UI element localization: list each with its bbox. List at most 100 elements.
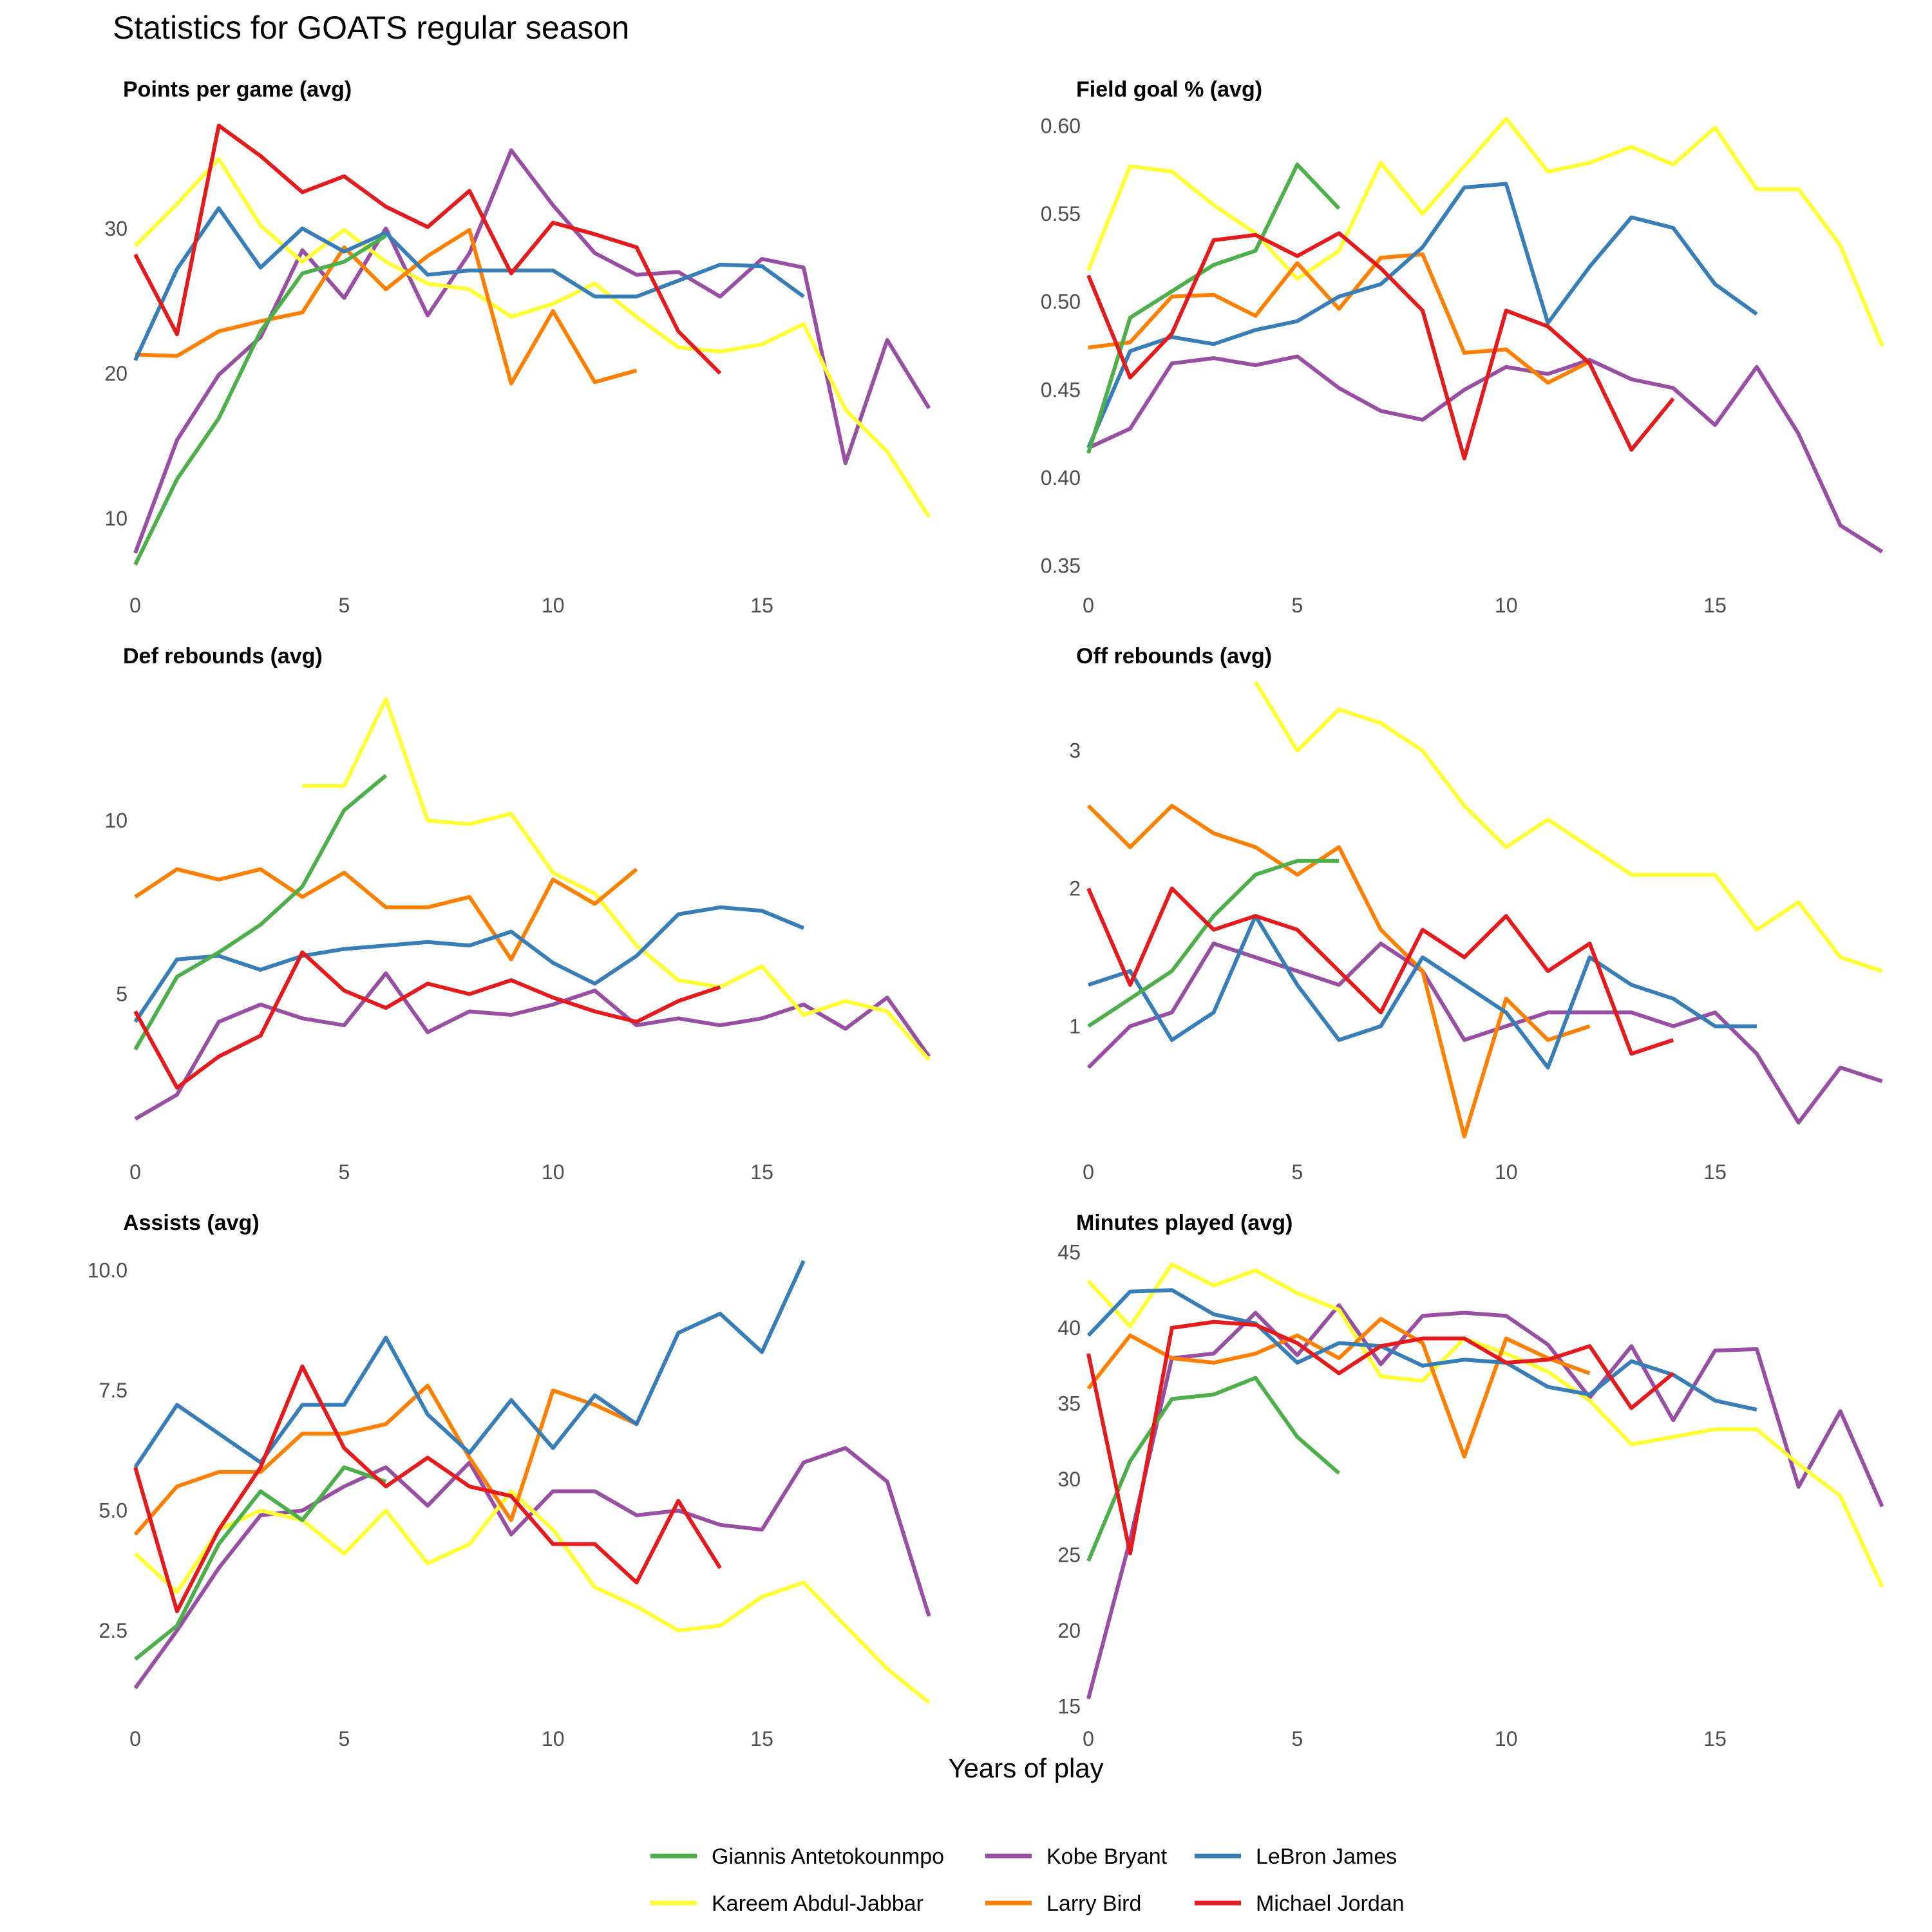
series-line-lebron-james [1086, 182, 1758, 449]
series-line-larry-bird [1086, 1316, 1591, 1459]
x-tick-label: 15 [750, 594, 773, 617]
series-line-kobe-bryant [133, 1446, 931, 1690]
x-tick-label: 0 [1083, 1727, 1094, 1750]
legend-label: Larry Bird [1046, 1891, 1141, 1916]
panel-title: Off rebounds (avg) [1076, 644, 1272, 668]
series-line-michael-jordan [1086, 1320, 1675, 1556]
series-line-kareem-abdul-jabbar [1086, 117, 1884, 347]
x-tick-label: 15 [1703, 1727, 1727, 1750]
series-line-kobe-bryant [134, 971, 931, 1121]
legend-label: Michael Jordan [1256, 1891, 1405, 1916]
legend-label: Kareem Abdul-Jabbar [712, 1891, 923, 1916]
series-line-kareem-abdul-jabbar [1253, 681, 1883, 973]
y-tick-label: 40 [1057, 1316, 1081, 1340]
panel-minutes-played: Minutes played (avg) 0 5 10 15 15 20 25 30 35 40 4… [1057, 1211, 1884, 1750]
y-tick-label: 35 [1057, 1392, 1081, 1415]
y-tick-label: 5 [116, 983, 128, 1006]
x-tick-label: 15 [750, 1160, 773, 1184]
x-tick-label: 10 [1495, 1160, 1518, 1184]
x-tick-label: 10 [542, 1160, 565, 1184]
series-line-kareem-abdul-jabbar [133, 1489, 931, 1704]
x-tick-label: 10 [1495, 594, 1518, 617]
panel-off-rebounds: Off rebounds (avg) 0 5 10 15 1 2 3 [1069, 644, 1883, 1184]
y-tick-label: 3 [1069, 739, 1081, 762]
series-line-larry-bird [133, 1383, 638, 1536]
x-tick-label: 0 [1083, 594, 1094, 617]
y-tick-label: 30 [1057, 1468, 1081, 1491]
panel-assists: Assists (avg) 0 5 10 15 2.5 5.0 7.5 10.0 [88, 1211, 931, 1750]
x-tick-label: 15 [750, 1727, 773, 1750]
y-tick-label: 20 [1057, 1619, 1081, 1642]
series-line-kobe-bryant [1086, 942, 1883, 1125]
y-tick-label: 0.55 [1041, 202, 1081, 225]
series-line-giannis-antetokounmpo [1087, 858, 1340, 1028]
y-tick-label: 30 [104, 217, 128, 240]
x-tick-label: 0 [129, 1727, 141, 1750]
legend-label: LeBron James [1256, 1844, 1397, 1869]
series-line-giannis-antetokounmpo [134, 1465, 387, 1661]
series-line-michael-jordan [133, 950, 721, 1090]
x-tick-label: 5 [338, 594, 350, 617]
y-tick-label: 0.45 [1041, 378, 1081, 401]
x-tick-label: 5 [1291, 1727, 1303, 1750]
series-line-michael-jordan [1086, 886, 1674, 1056]
x-tick-label: 15 [1703, 594, 1727, 617]
x-axis-label: Years of play [948, 1753, 1103, 1783]
figure-title: Statistics for GOATS regular season [113, 10, 629, 46]
series-line-lebron-james [1088, 914, 1757, 1070]
series-line-michael-jordan [133, 1364, 722, 1613]
y-tick-label: 0.50 [1041, 290, 1081, 314]
y-tick-label: 25 [1057, 1544, 1081, 1567]
x-tick-label: 0 [129, 1160, 141, 1184]
y-tick-label: 10.0 [88, 1259, 128, 1282]
legend-item-kobe-bryant: Kobe Bryant [985, 1844, 1168, 1869]
y-tick-label: 5.0 [99, 1499, 128, 1522]
y-tick-label: 2.5 [99, 1619, 128, 1642]
series-line-lebron-james [1086, 1288, 1757, 1412]
x-tick-label: 10 [1495, 1727, 1518, 1750]
y-tick-label: 1 [1069, 1014, 1081, 1037]
series-line-giannis-antetokounmpo [1086, 162, 1341, 454]
series-line-giannis-antetokounmpo [133, 773, 388, 1051]
legend-item-larry-bird: Larry Bird [985, 1891, 1141, 1916]
y-tick-label: 2 [1069, 877, 1081, 900]
legend-label: Kobe Bryant [1046, 1844, 1168, 1869]
y-tick-label: 15 [1057, 1695, 1081, 1718]
series-line-larry-bird [1086, 804, 1591, 1139]
panel-field-goal-pct: Field goal % (avg) 0 5 10 15 0.35 0.40 0.45 0.5… [1041, 77, 1884, 617]
x-tick-label: 10 [542, 1727, 565, 1750]
panel-title: Minutes played (avg) [1076, 1211, 1293, 1235]
series-line-larry-bird [134, 867, 638, 961]
series-line-lebron-james [133, 1260, 806, 1469]
legend-label: Giannis Antetokounmpo [712, 1844, 944, 1869]
y-tick-label: 7.5 [99, 1379, 128, 1402]
panel-points-per-game: Points per game (avg) 0 5 10 15 10 20 30 [104, 77, 931, 617]
series-line-larry-bird [1088, 252, 1591, 385]
x-tick-label: 5 [1291, 594, 1303, 617]
series-line-kareem-abdul-jabbar [133, 156, 931, 518]
x-tick-label: 0 [1083, 1160, 1094, 1184]
series-line-kareem-abdul-jabbar [1086, 1262, 1884, 1588]
series-line-giannis-antetokounmpo [133, 234, 387, 566]
panel-title: Points per game (avg) [123, 77, 352, 102]
y-tick-label: 0.40 [1041, 466, 1081, 489]
y-tick-label: 10 [104, 507, 128, 530]
x-tick-label: 5 [1291, 1160, 1303, 1184]
series-line-lebron-james [133, 206, 805, 361]
panel-def-rebounds: Def rebounds (avg) 0 5 10 15 5 10 [104, 644, 931, 1184]
y-tick-label: 0.35 [1041, 554, 1081, 578]
y-tick-label: 10 [104, 809, 128, 832]
y-tick-label: 45 [1057, 1240, 1081, 1264]
x-tick-label: 15 [1703, 1160, 1727, 1184]
legend-item-kareem-abdul-jabbar: Kareem Abdul-Jabbar [650, 1891, 923, 1916]
x-tick-label: 10 [542, 594, 565, 617]
y-tick-label: 20 [104, 362, 128, 385]
series-line-michael-jordan [133, 124, 722, 375]
series-line-kareem-abdul-jabbar [302, 697, 931, 1061]
series-line-larry-bird [135, 228, 638, 386]
panel-title: Def rebounds (avg) [123, 644, 323, 668]
series-line-giannis-antetokounmpo [1086, 1376, 1341, 1562]
series-line-lebron-james [133, 905, 805, 1023]
